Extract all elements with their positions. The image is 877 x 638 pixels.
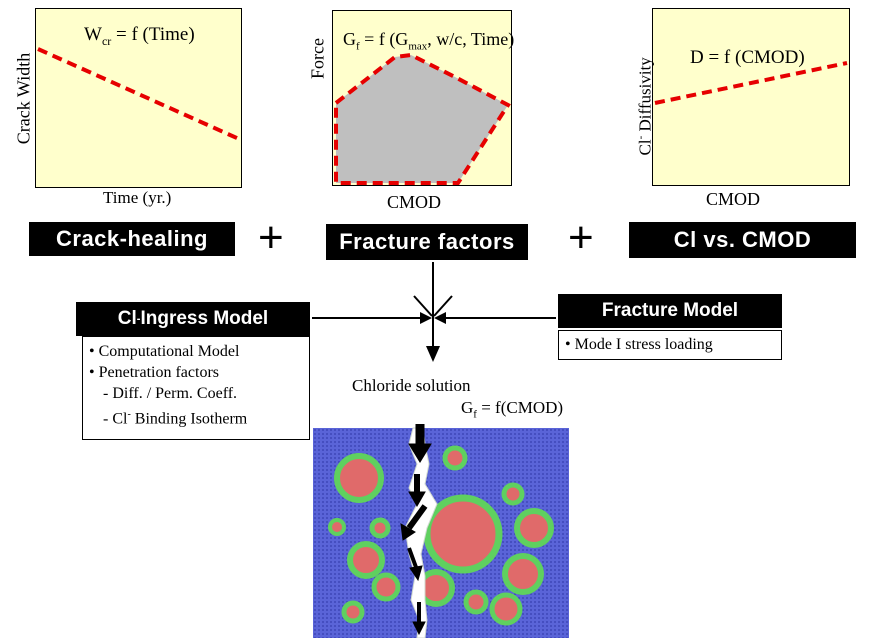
force-cmod-chart: Gf = f (Gmax, w/c, Time) <box>332 10 515 186</box>
diffusivity-formula: D = f (CMOD) <box>690 47 805 68</box>
force-cmod-plot <box>334 52 511 185</box>
diffusivity-cmod-xlabel: CMOD <box>706 189 761 209</box>
aggregate-particle <box>328 518 346 536</box>
aggregate-particle <box>423 494 503 574</box>
ingress-item-binding: - Cl- Binding Isotherm <box>103 409 248 428</box>
gf-cmod-formula: Gf = f(CMOD) <box>461 398 564 421</box>
ingress-item-penetration: • Penetration factors <box>89 364 219 381</box>
force-ylabel: Force <box>307 38 328 79</box>
aggregates <box>328 445 554 626</box>
aggregate-particle <box>463 589 489 615</box>
crack-healing-label: Crack-healing <box>29 222 235 256</box>
aggregate-particle <box>502 553 544 595</box>
crack-propagation-arrows <box>400 424 432 636</box>
crack-width-dashed-line <box>37 47 240 141</box>
ingress-model-title: Cl - Ingress Model <box>76 302 310 336</box>
fracture-cmod-xlabel: CMOD <box>387 192 442 212</box>
aggregate-particle <box>369 517 391 539</box>
fracture-model-box: • Mode I stress loading <box>558 330 782 360</box>
fracture-energy-formula: Gf = f (Gmax, w/c, Time) <box>343 29 515 53</box>
aggregate-particle <box>347 541 385 579</box>
fracture-factors-label: Fracture factors <box>326 224 528 260</box>
ingress-item-diff-perm: - Diff. / Perm. Coeff. <box>103 385 238 402</box>
aggregate-particle <box>489 592 523 626</box>
diffusivity-dashed-line <box>654 61 848 105</box>
aggregate-particle <box>442 445 468 471</box>
cl-vs-cmod-label: Cl vs. CMOD <box>629 222 856 258</box>
time-xlabel: Time (yr.) <box>103 188 172 207</box>
ingress-model-box: • Computational Model • Penetration fact… <box>82 336 310 440</box>
aggregate-particle <box>341 600 365 624</box>
plus-sign-1: + <box>258 213 284 262</box>
diffusivity-chart: D = f (CMOD) <box>652 8 850 186</box>
top-right-diagonal <box>433 295 453 317</box>
crack-width-formula: Wcr = f (Time) <box>84 24 195 48</box>
top-left-diagonal <box>413 295 433 317</box>
chloride-solution-label: Chloride solution <box>352 376 471 395</box>
crack-width-plot <box>37 47 240 141</box>
ingress-item-computational: • Computational Model <box>89 343 240 360</box>
aggregate-particle <box>501 482 525 506</box>
aggregate-particle <box>371 572 401 602</box>
fracture-energy-area <box>334 52 511 185</box>
fracture-arrowhead <box>434 312 446 324</box>
crack-width-chart: Wcr = f (Time) <box>35 8 242 188</box>
crack-width-ylabel: Crack Width <box>13 52 34 145</box>
ingress-arrowhead <box>420 312 432 324</box>
down-arrowhead <box>426 346 440 362</box>
diffusivity-plot <box>654 61 848 105</box>
aggregate-particle <box>514 508 554 548</box>
plus-sign-2: + <box>568 213 594 262</box>
diffusivity-ylabel: Cl- Diffusivity <box>634 57 655 156</box>
aggregate-particle <box>334 453 384 503</box>
fracture-model-title: Fracture Model <box>558 294 782 328</box>
concrete-mesostructure-image <box>313 424 569 638</box>
fracture-item-mode-i: • Mode I stress loading <box>565 336 713 353</box>
